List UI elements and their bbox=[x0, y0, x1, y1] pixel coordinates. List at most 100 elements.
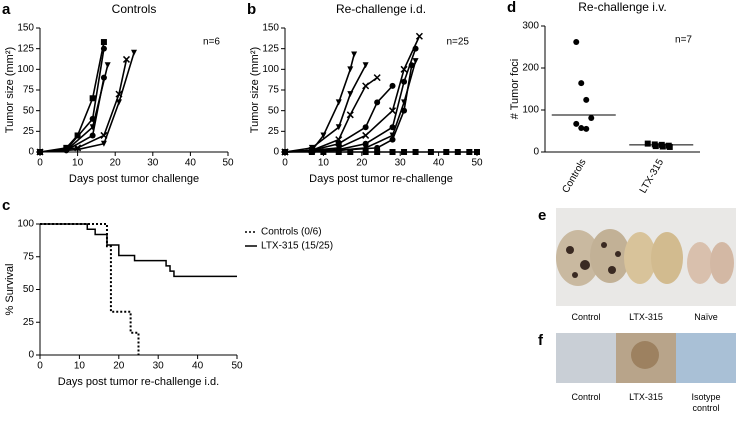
chart-title: Controls bbox=[112, 2, 157, 16]
marker bbox=[644, 140, 651, 147]
marker bbox=[415, 32, 423, 40]
marker bbox=[408, 62, 415, 69]
marker bbox=[573, 120, 580, 127]
marker bbox=[401, 78, 408, 85]
panel-letter: e bbox=[538, 207, 546, 224]
marker bbox=[100, 140, 107, 147]
x-tick-label: 30 bbox=[147, 158, 159, 169]
marker bbox=[400, 65, 408, 73]
y-tick-label: 100 bbox=[262, 64, 279, 75]
x-tick-label: 50 bbox=[231, 361, 243, 372]
x-tick-label: 20 bbox=[356, 158, 368, 169]
x-tick-label: 10 bbox=[318, 158, 330, 169]
marker bbox=[389, 149, 396, 155]
annotation: n=6 bbox=[203, 37, 220, 48]
marker bbox=[122, 55, 131, 63]
marker bbox=[100, 39, 107, 46]
x-tick-label: 50 bbox=[471, 158, 483, 169]
marker bbox=[466, 149, 473, 155]
panel-letter: f bbox=[538, 332, 544, 349]
x-tick-label: 50 bbox=[222, 158, 234, 169]
stain bbox=[631, 341, 659, 369]
y-tick-label: 125 bbox=[262, 43, 279, 54]
y-tick-label: 75 bbox=[23, 251, 35, 262]
marker bbox=[412, 149, 419, 155]
marker bbox=[347, 149, 354, 155]
y-tick-label: 75 bbox=[268, 85, 280, 96]
marker bbox=[320, 149, 327, 155]
marker bbox=[100, 74, 107, 81]
x-tick-label: 20 bbox=[113, 361, 125, 372]
image-caption: Control bbox=[571, 392, 601, 402]
marker bbox=[351, 51, 358, 58]
x-tick-label: 0 bbox=[37, 361, 43, 372]
marker bbox=[362, 149, 369, 155]
marker bbox=[427, 149, 434, 155]
line bbox=[39, 59, 128, 153]
y-tick-label: 100 bbox=[17, 219, 34, 230]
marker bbox=[374, 149, 381, 155]
image-caption: LTX-315 bbox=[629, 312, 663, 322]
marker bbox=[583, 125, 590, 132]
line bbox=[284, 65, 413, 153]
y-tick-label: 300 bbox=[522, 21, 539, 32]
marker bbox=[89, 95, 96, 102]
marker bbox=[389, 82, 396, 89]
x-tick-label: Controls bbox=[560, 157, 588, 195]
marker bbox=[362, 62, 369, 69]
y-tick-label: 100 bbox=[17, 64, 34, 75]
y-tick-label: 0 bbox=[28, 350, 34, 361]
y-tick-label: 50 bbox=[23, 284, 35, 295]
marker bbox=[320, 132, 327, 139]
y-tick-label: 0 bbox=[273, 147, 279, 158]
marker bbox=[347, 91, 354, 98]
x-tick-label: 10 bbox=[74, 361, 86, 372]
image-caption: LTX-315 bbox=[629, 392, 663, 402]
marker bbox=[100, 45, 107, 52]
annotation: n=7 bbox=[675, 35, 692, 46]
chart-title: Re-challenge i.v. bbox=[578, 0, 667, 14]
y-axis-label: % Survival bbox=[4, 264, 16, 316]
y-tick-label: 75 bbox=[23, 85, 35, 96]
marker bbox=[37, 149, 43, 155]
y-tick-label: 25 bbox=[268, 126, 280, 137]
survival-line bbox=[40, 223, 237, 278]
x-tick-label: 30 bbox=[395, 158, 407, 169]
y-axis-label: Tumor size (mm²) bbox=[249, 47, 261, 133]
y-tick-label: 50 bbox=[268, 105, 280, 116]
x-tick-label: 0 bbox=[37, 158, 43, 169]
marker bbox=[573, 38, 580, 45]
marker bbox=[335, 124, 342, 131]
image-caption: Control bbox=[571, 312, 601, 322]
image-caption: Isotype control bbox=[691, 392, 721, 413]
marker bbox=[374, 99, 381, 106]
x-tick-label: 40 bbox=[433, 158, 445, 169]
marker bbox=[412, 45, 419, 52]
marker bbox=[362, 131, 370, 139]
marker bbox=[115, 99, 122, 106]
y-tick-label: 50 bbox=[23, 105, 35, 116]
marker bbox=[652, 143, 659, 150]
image-caption: Naïve bbox=[694, 312, 718, 322]
x-tick-label: 30 bbox=[153, 361, 165, 372]
y-tick-label: 25 bbox=[23, 126, 35, 137]
marker bbox=[588, 114, 595, 121]
marker bbox=[578, 80, 585, 87]
x-tick-label: LTX-315 bbox=[638, 157, 667, 195]
x-axis-label: Days post tumor challenge bbox=[69, 173, 199, 185]
marker bbox=[401, 107, 408, 114]
marker bbox=[474, 149, 480, 155]
marker bbox=[89, 132, 96, 139]
photo-f-isotype bbox=[676, 333, 736, 383]
marker bbox=[666, 143, 673, 150]
marker bbox=[412, 58, 419, 65]
legend-label: Controls (0/6) bbox=[261, 227, 322, 238]
marker bbox=[308, 149, 315, 155]
y-tick-label: 150 bbox=[262, 23, 279, 34]
marker bbox=[131, 49, 137, 56]
marker bbox=[347, 66, 354, 73]
y-tick-label: 200 bbox=[522, 63, 539, 74]
x-tick-label: 40 bbox=[185, 158, 197, 169]
marker bbox=[104, 62, 111, 69]
marker bbox=[335, 149, 342, 155]
